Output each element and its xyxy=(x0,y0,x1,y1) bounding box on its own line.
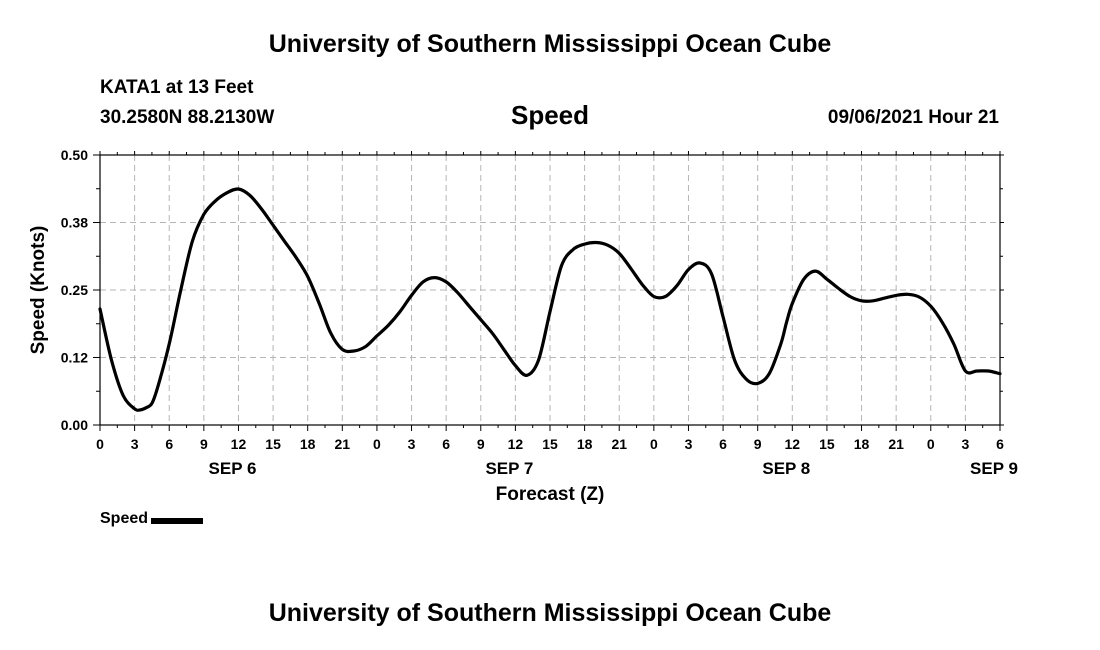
x-tick-label-7: 21 xyxy=(335,436,351,452)
x-tick-label-25: 3 xyxy=(961,436,969,452)
station-label: KATA1 at 13 Feet xyxy=(100,77,254,98)
axes xyxy=(93,151,1004,431)
x-tick-label-0: 0 xyxy=(96,436,104,452)
x-tick-label-3: 9 xyxy=(200,436,208,452)
grid-lines xyxy=(100,155,1000,425)
x-tick-label-13: 15 xyxy=(542,436,558,452)
x-tick-label-8: 0 xyxy=(373,436,381,452)
page-title: University of Southern Mississippi Ocean… xyxy=(268,30,832,58)
forecast-datetime: 09/06/2021 Hour 21 xyxy=(827,107,999,128)
x-tick-label-2: 6 xyxy=(165,436,173,452)
x-tick-label-14: 18 xyxy=(577,436,593,452)
y-tick-label-2: 0.25 xyxy=(61,282,88,298)
axis-labels: Forecast (Z) Speed (Knots) 0 3 6 9 12 15 18 21 0… xyxy=(28,147,1018,505)
legend-label-speed: Speed xyxy=(100,510,149,527)
y-tick-label-1: 0.12 xyxy=(61,350,88,366)
x-axis-label: Forecast (Z) xyxy=(496,484,605,505)
series-layer xyxy=(98,187,1002,412)
x-tick-label-5: 15 xyxy=(265,436,281,452)
x-tick-label-12: 12 xyxy=(508,436,524,452)
date-label-3: SEP 9 xyxy=(970,459,1018,478)
chart-legend: Speed xyxy=(100,510,204,528)
x-tick-label-21: 15 xyxy=(819,436,835,452)
x-tick-label-24: 0 xyxy=(927,436,935,452)
date-label-0: SEP 6 xyxy=(209,459,257,478)
series-line-speed xyxy=(98,187,1002,412)
date-label-2: SEP 8 xyxy=(762,459,810,478)
x-tick-label-22: 18 xyxy=(854,436,870,452)
y-axis-label: Speed (Knots) xyxy=(28,226,49,355)
x-tick-label-26: 6 xyxy=(996,436,1004,452)
date-label-1: SEP 7 xyxy=(485,459,533,478)
x-tick-label-20: 12 xyxy=(785,436,801,452)
x-tick-label-9: 3 xyxy=(408,436,416,452)
x-tick-label-17: 3 xyxy=(685,436,693,452)
x-tick-label-23: 21 xyxy=(888,436,904,452)
x-tick-label-16: 0 xyxy=(650,436,658,452)
x-tick-label-10: 6 xyxy=(442,436,450,452)
x-tick-label-6: 18 xyxy=(300,436,316,452)
x-tick-label-1: 3 xyxy=(131,436,139,452)
legend-swatch-speed xyxy=(151,517,204,524)
y-tick-label-0: 0.00 xyxy=(61,417,88,433)
y-tick-label-3: 0.38 xyxy=(61,215,88,231)
y-tick-label-4: 0.50 xyxy=(61,147,88,163)
x-tick-label-15: 21 xyxy=(611,436,627,452)
chart-title: Speed xyxy=(510,100,590,130)
x-tick-label-18: 6 xyxy=(719,436,727,452)
x-tick-label-4: 12 xyxy=(231,436,247,452)
footer-title: University of Southern Mississippi Ocean… xyxy=(268,599,832,627)
x-tick-label-19: 9 xyxy=(754,436,762,452)
station-coordinates: 30.2580N 88.2130W xyxy=(100,107,275,128)
x-tick-label-11: 9 xyxy=(477,436,485,452)
